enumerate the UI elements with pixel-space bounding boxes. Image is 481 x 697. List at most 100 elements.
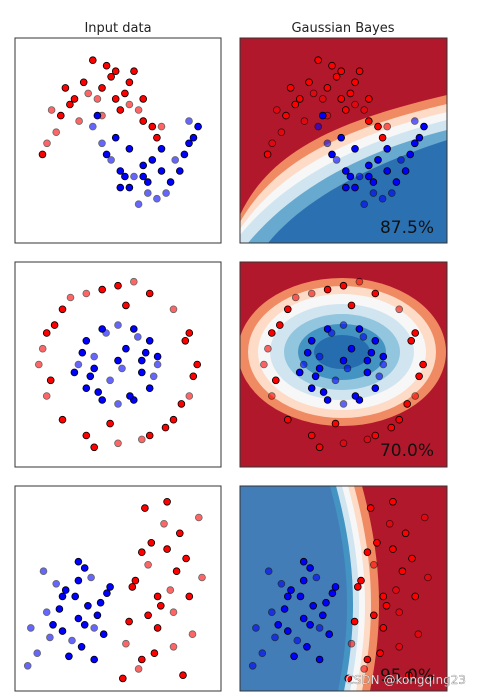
data-point-blue — [153, 352, 162, 361]
data-point-red — [291, 100, 300, 109]
data-point-blue — [267, 608, 276, 616]
data-point-red — [360, 106, 369, 114]
region-ring-7 — [314, 335, 370, 369]
data-point-red — [389, 497, 397, 506]
data-point-blue — [280, 605, 289, 613]
data-point-blue — [148, 156, 157, 164]
data-point-red — [401, 529, 410, 538]
data-point-red — [34, 360, 43, 369]
data-point-red — [376, 649, 384, 657]
data-point-blue — [42, 608, 51, 616]
data-point-red — [130, 67, 138, 75]
data-point-red — [169, 608, 178, 616]
data-point-red — [188, 630, 197, 638]
data-point-red — [198, 573, 206, 582]
data-point-blue — [383, 167, 392, 175]
data-point-red — [353, 583, 362, 591]
data-point-blue — [144, 178, 152, 186]
data-point-red — [141, 504, 149, 512]
data-point-blue — [397, 156, 405, 164]
data-point-blue — [318, 611, 327, 620]
data-point-red — [195, 513, 203, 522]
data-point-blue — [339, 356, 348, 365]
data-point-blue — [139, 172, 148, 181]
data-point-red — [153, 592, 162, 601]
data-point-red — [139, 95, 148, 103]
data-point-blue — [277, 579, 286, 588]
data-point-red — [383, 122, 392, 131]
data-point-blue — [303, 642, 311, 651]
data-point-blue — [351, 392, 360, 400]
data-point-blue — [331, 376, 340, 385]
data-point-red — [369, 560, 378, 569]
data-point-red — [385, 519, 394, 528]
data-point-blue — [309, 601, 318, 610]
data-point-blue — [141, 348, 150, 357]
data-point-blue — [74, 557, 83, 566]
data-point-blue — [114, 321, 122, 329]
data-point-red — [163, 545, 171, 553]
data-point-red — [82, 431, 91, 440]
data-point-blue — [98, 396, 106, 404]
data-point-blue — [410, 139, 419, 148]
score-row2: 70.0% — [380, 441, 434, 461]
data-point-red — [153, 624, 162, 632]
data-point-blue — [290, 652, 298, 661]
data-point-blue — [271, 633, 279, 642]
data-point-red — [328, 61, 336, 70]
data-point-red — [38, 344, 47, 353]
data-point-blue — [77, 642, 86, 651]
data-point-red — [145, 431, 154, 440]
data-point-blue — [80, 564, 89, 572]
data-point-red — [378, 133, 387, 142]
data-point-red — [163, 497, 171, 506]
data-point-red — [337, 67, 346, 75]
data-point-red — [350, 617, 359, 626]
panel-row3-gaussian: 95.0% — [239, 485, 448, 692]
data-point-red — [131, 576, 140, 585]
data-point-red — [366, 504, 375, 512]
data-point-blue — [369, 189, 378, 197]
data-point-blue — [311, 372, 320, 381]
data-point-blue — [102, 329, 110, 337]
data-point-blue — [52, 579, 60, 588]
data-point-blue — [296, 592, 305, 601]
data-point-blue — [339, 321, 348, 329]
data-point-blue — [125, 183, 134, 192]
data-point-blue — [49, 620, 57, 629]
data-point-red — [179, 671, 187, 679]
data-point-blue — [90, 364, 98, 373]
data-point-blue — [374, 156, 382, 164]
data-point-red — [364, 117, 373, 125]
data-point-blue — [283, 627, 292, 635]
data-point-red — [43, 139, 51, 148]
data-point-blue — [328, 589, 337, 597]
panel-row3-input — [14, 485, 222, 692]
data-point-red — [61, 84, 70, 92]
data-point-red — [341, 106, 350, 114]
data-point-red — [166, 586, 175, 594]
panel-row2-gaussian: 70.0% — [239, 261, 448, 468]
data-point-red — [176, 529, 184, 538]
data-point-red — [189, 372, 198, 381]
data-point-blue — [114, 400, 122, 408]
data-point-red — [139, 117, 148, 125]
data-point-blue — [103, 589, 111, 597]
data-point-blue — [98, 139, 106, 148]
data-point-red — [283, 305, 292, 314]
data-point-blue — [65, 652, 73, 661]
watermark: CSDN @kongqing23 — [345, 673, 466, 687]
data-point-red — [395, 415, 404, 424]
data-point-blue — [107, 156, 115, 164]
data-point-blue — [87, 573, 95, 582]
data-point-red — [283, 415, 292, 424]
data-point-blue — [351, 183, 359, 192]
data-point-blue — [351, 145, 359, 153]
data-point-red — [58, 305, 67, 314]
data-point-blue — [176, 167, 184, 175]
data-point-red — [185, 392, 194, 400]
data-point-blue — [379, 360, 388, 369]
data-point-red — [169, 305, 178, 314]
data-point-red — [407, 336, 416, 345]
